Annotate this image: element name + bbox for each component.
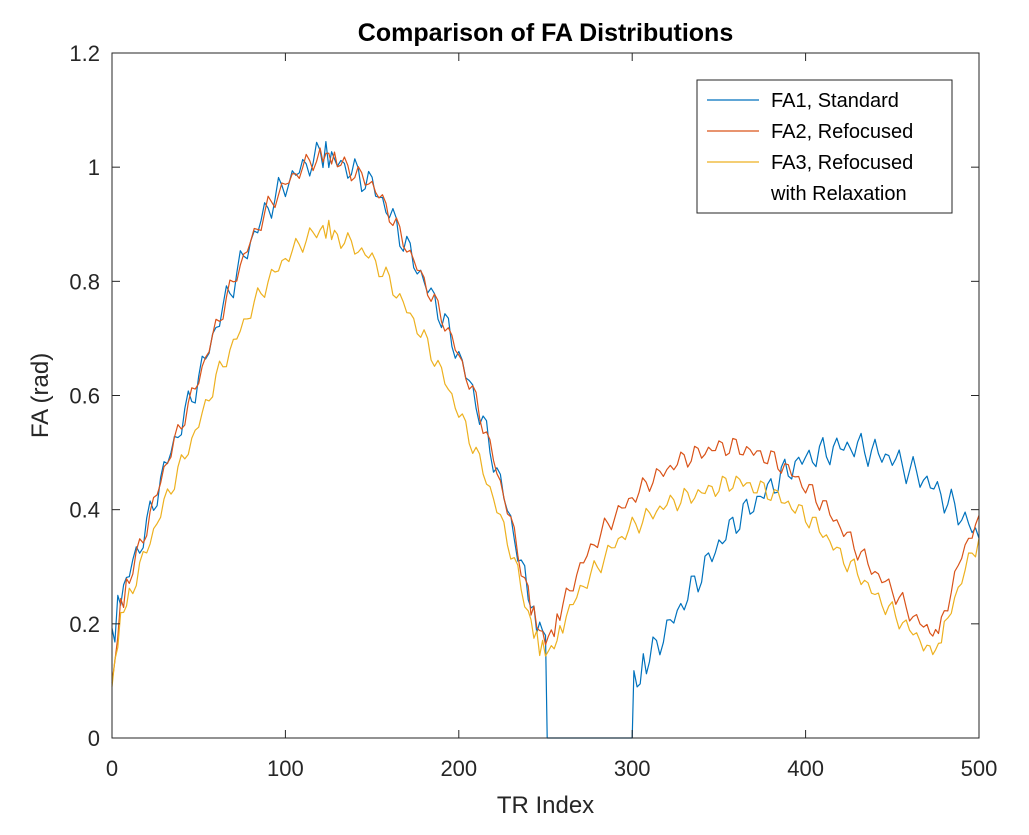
y-tick-label: 0.2 [69,612,100,637]
x-tick-label: 500 [961,756,998,781]
chart-title: Comparison of FA Distributions [358,19,733,47]
legend-label-3: FA3, Refocused [771,152,913,174]
y-tick-label: 1.2 [69,41,100,66]
y-tick-label: 0 [88,726,100,751]
series-line-1 [111,141,980,739]
legend-label-1: FA1, Standard [771,90,899,112]
y-tick-label: 1 [88,155,100,180]
legend: FA1, Standard FA2, Refocused FA3, Refocuse… [696,79,953,214]
y-tick-label: 0.6 [69,384,100,409]
y-tick-label: 0.4 [69,498,100,523]
series-line-3 [111,219,980,687]
x-axis-label: TR Index [497,792,594,819]
plot-lines [111,141,980,739]
x-tick-label: 100 [267,756,304,781]
legend-label-3: with Relaxation [770,183,907,205]
x-tick-label: 200 [440,756,477,781]
axis-ticks: 0 100 200 300 400 500 0 0.2 0.4 0.6 0.8 1 1.2 [69,41,997,781]
x-tick-label: 300 [614,756,651,781]
x-tick-label: 0 [106,756,118,781]
y-tick-label: 0.8 [69,269,100,294]
legend-box [696,79,953,214]
legend-label-2: FA2, Refocused [771,121,913,143]
series-line-2 [111,147,980,683]
x-tick-label: 400 [787,756,824,781]
y-axis-label: FA (rad) [27,353,54,438]
